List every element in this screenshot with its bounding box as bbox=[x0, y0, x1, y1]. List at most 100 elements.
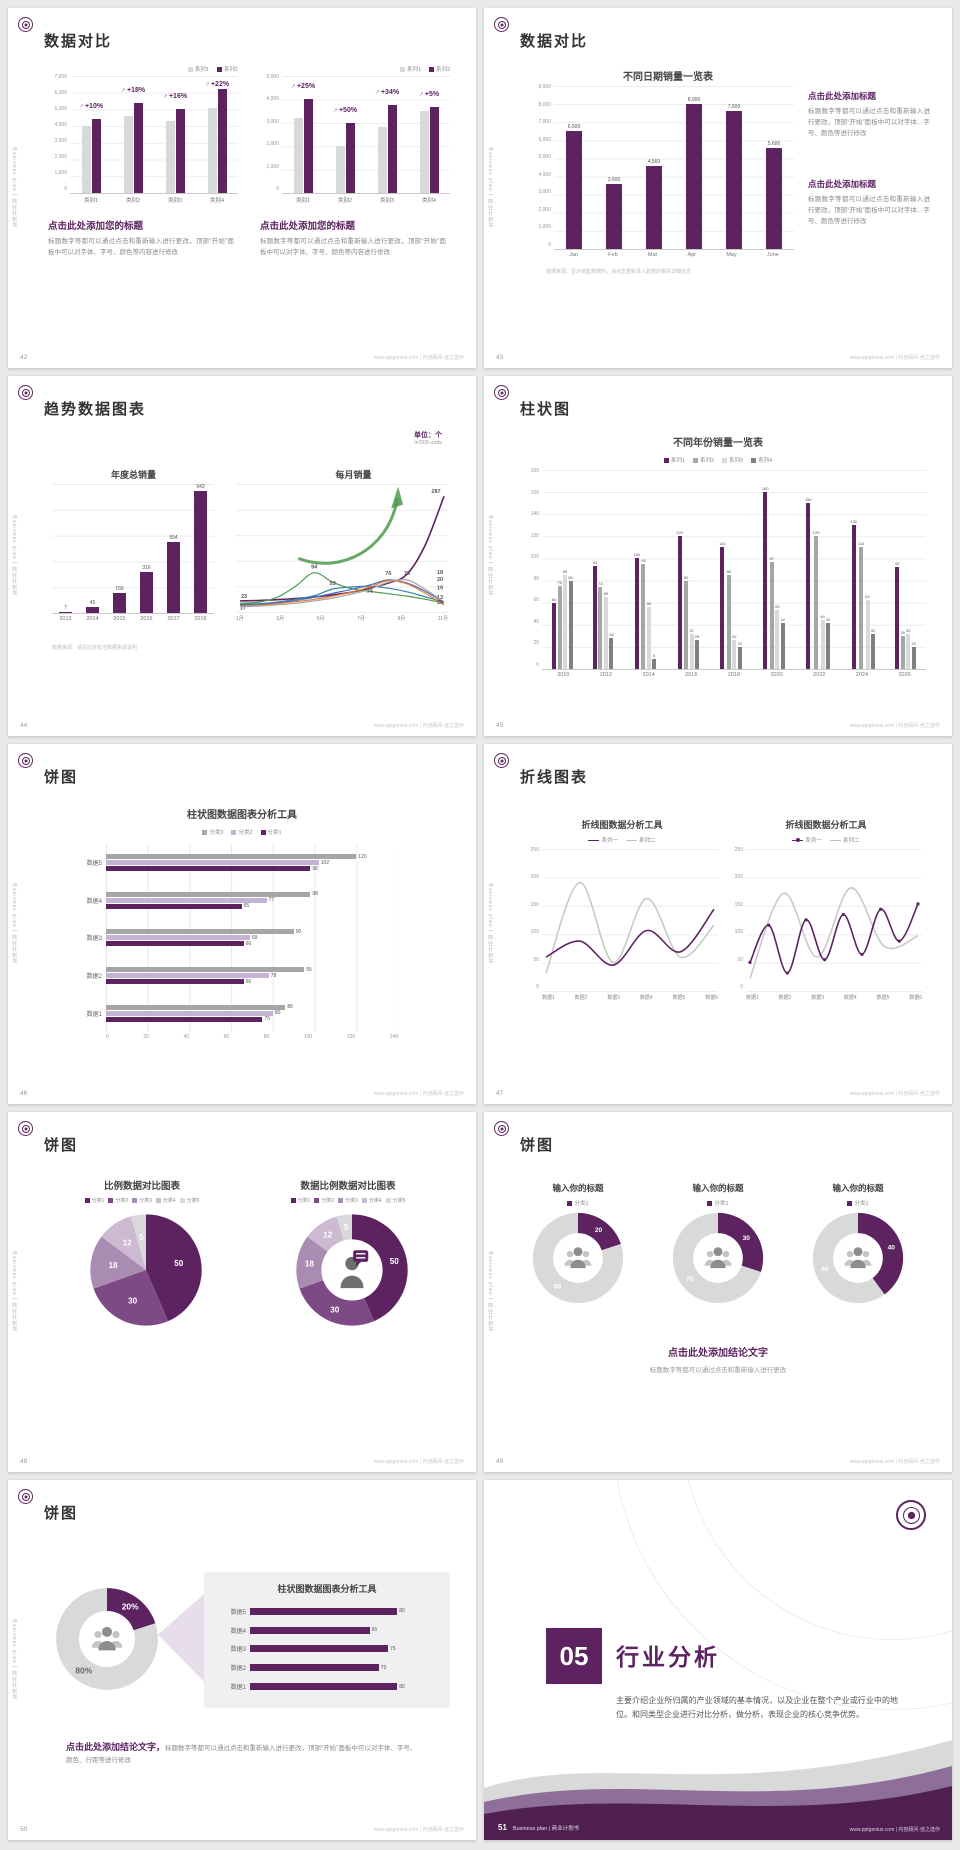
school-logo-icon bbox=[494, 17, 509, 32]
svg-text:18: 18 bbox=[305, 1259, 315, 1268]
svg-text:50: 50 bbox=[390, 1257, 400, 1266]
chart-title: 折线图数据分析工具 bbox=[785, 820, 867, 830]
svg-text:20: 20 bbox=[437, 600, 443, 606]
school-logo-icon bbox=[494, 1121, 509, 1136]
unit-label: 单位：个 bbox=[414, 432, 442, 439]
donut-chart-with-person-icon: 50 30 18 12 5 bbox=[294, 1212, 410, 1328]
sales-bar-chart: 9,000 8,000 7,000 6,000 5,000 4,000 3,000 2,000… bbox=[532, 84, 794, 258]
svg-text:20%: 20% bbox=[122, 1602, 139, 1612]
watermark: www.pptgenius.com | 内容顾问·佳之选作 bbox=[849, 355, 940, 361]
slide-title: 饼图 bbox=[44, 769, 79, 786]
conclusion-body: 标题数字等都可以通过点击和重新输入进行更改，顶部“开始”面板中可以对字体、字号、… bbox=[66, 1745, 417, 1765]
svg-text:50: 50 bbox=[174, 1259, 184, 1268]
chart-legend: 分类3 分类2 分类1 bbox=[102, 828, 382, 836]
chart-legend: 系列1 系列2 bbox=[260, 65, 450, 73]
school-logo-icon bbox=[896, 1500, 926, 1530]
page-number: 44 bbox=[20, 722, 28, 729]
watermark: www.pptgenius.com | 内容顾问·佳之选作 bbox=[373, 1091, 464, 1097]
annual-sales-bar-chart: 7 45 156 316 554 943 2013 2014 2015 2016 2017 2018 bbox=[52, 484, 214, 622]
conclusion-text: 点击此处添加结论文字，标题数字等都可以通过点击和重新输入进行更改，顶部“开始”面… bbox=[66, 1740, 422, 1766]
svg-text:5: 5 bbox=[344, 1223, 349, 1232]
svg-text:53: 53 bbox=[330, 581, 336, 587]
section-number: 05 bbox=[546, 1628, 602, 1684]
page-number: 50 bbox=[20, 1826, 28, 1833]
sidebar-vertical-text: Business plan | 商业计划书 bbox=[487, 515, 493, 597]
chart-legend: 系列1 系列2 bbox=[48, 65, 238, 73]
slide-title: 数据对比 bbox=[520, 33, 589, 50]
svg-text:17: 17 bbox=[240, 605, 246, 611]
watermark: www.pptgenius.com | 内容顾问·佳之选作 bbox=[849, 1459, 940, 1465]
page-number: 47 bbox=[496, 1090, 504, 1097]
slide-51-section-divider: 05 行业分析 主要介绍企业所归属的产业领域的基本情况，以及企业在整个产业或行业… bbox=[484, 1480, 952, 1840]
connector-triangle bbox=[158, 1594, 204, 1682]
data-source-note: 数据来源：请在此处标注数据来源说明 bbox=[52, 645, 138, 651]
slide-title: 饼图 bbox=[520, 1137, 555, 1154]
svg-text:18: 18 bbox=[108, 1261, 118, 1270]
svg-text:94: 94 bbox=[311, 565, 318, 571]
slide-46: Business plan | 商业计划书 饼图 柱状图数据图表分析工具 分类3… bbox=[8, 744, 476, 1104]
analysis-panel: 柱状图数据图表分析工具 数据5 80 数据4 65 数据3 75 数据2 70 数据1 80 bbox=[204, 1572, 450, 1708]
chart-title: 数据比例数据对比图表 bbox=[300, 1181, 396, 1192]
donut-chart-2: 30 70 bbox=[671, 1211, 765, 1305]
svg-text:20: 20 bbox=[595, 1227, 603, 1234]
sidebar-vertical-text: Business plan | 商业计划书 bbox=[487, 147, 493, 229]
chart-title: 不同年份销量一览表 bbox=[673, 438, 763, 449]
slide-title: 饼图 bbox=[44, 1137, 79, 1154]
chart-legend: 系列一 系列二 bbox=[526, 836, 718, 844]
block-heading: 点击此处添加标题 bbox=[808, 179, 877, 189]
svg-text:74: 74 bbox=[367, 589, 374, 595]
sidebar-vertical-text: Business plan | 商业计划书 bbox=[11, 883, 17, 965]
watermark: www.pptgenius.com | 内容顾问·佳之选作 bbox=[849, 1091, 940, 1097]
monthly-sales-line-chart: 23 287 17 94 18 53 20 76 19 74 13 76 20 1月 3月 5月 7月 9月 11月 bbox=[236, 484, 448, 622]
slide-48: Business plan | 商业计划书 饼图 比例数据对比图表 分类1 分类2… bbox=[8, 1112, 476, 1472]
svg-text:20: 20 bbox=[437, 577, 443, 583]
slide-footer: 51 Business plan | 商业计划书 bbox=[498, 1823, 579, 1832]
footer-text: Business plan | 商业计划书 bbox=[512, 1826, 580, 1832]
watermark: www.pptgenius.com | 内容顾问·佳之选作 bbox=[373, 355, 464, 361]
block-body: 标题数字等都可以通过点击和重新输入进行更改，顶部“开始”面板中可以对字体、字号、… bbox=[808, 108, 930, 138]
svg-text:40: 40 bbox=[888, 1245, 896, 1252]
school-logo-icon bbox=[18, 753, 33, 768]
svg-text:76: 76 bbox=[385, 571, 391, 577]
slide-title: 柱状图 bbox=[520, 401, 572, 418]
donut-chart-1: 20 80 bbox=[531, 1211, 625, 1305]
panel-hbar-chart: 数据5 80 数据4 65 数据3 75 数据2 70 数据1 80 bbox=[230, 1607, 405, 1692]
yearly-grouped-bar-chart: 180 160 140 120 100 80 60 40 20 0 60 75 85 80 93 74 65 28… bbox=[520, 468, 926, 678]
chart-legend: 分类1 bbox=[654, 1199, 782, 1207]
page-number: 49 bbox=[496, 1458, 504, 1465]
unit-sublabel: in'000 units bbox=[414, 440, 442, 446]
page-number: 48 bbox=[20, 1458, 28, 1465]
svg-text:287: 287 bbox=[431, 489, 440, 495]
block-body: 标题数字等都可以通过点击和重新输入进行更改，顶部“开始”面板中可以对字体、字号、… bbox=[808, 196, 930, 226]
grouped-bar-chart-right: 5,000 4,000 3,000 2,000 1,000 0 ↗+25% ↗+50% ↗+34… bbox=[260, 74, 450, 204]
slide-44: Business plan | 商业计划书 趋势数据图表 单位：个 in'000… bbox=[8, 376, 476, 736]
section-title: 行业分析 bbox=[616, 1644, 720, 1670]
sidebar-vertical-text: Business plan | 商业计划书 bbox=[11, 1619, 17, 1701]
chart-legend: 分类1 bbox=[794, 1199, 922, 1207]
chart-title: 输入你的标题 bbox=[692, 1183, 744, 1193]
watermark: www.pptgenius.com | 内容顾问·佳之选作 bbox=[849, 1827, 940, 1833]
chart-legend: 系列一 系列二 bbox=[730, 836, 922, 844]
school-logo-icon bbox=[18, 17, 33, 32]
school-logo-icon bbox=[494, 385, 509, 400]
slide-title: 折线图表 bbox=[520, 769, 589, 786]
unit-label-box: 单位：个 in'000 units bbox=[414, 430, 442, 446]
page-number: 42 bbox=[20, 354, 28, 361]
svg-text:19: 19 bbox=[437, 585, 443, 591]
svg-text:12: 12 bbox=[123, 1238, 133, 1247]
line-chart-right: 250 200 150 100 50 0 数据1 数据2 数据3 数据4 数据5 数据6 bbox=[734, 847, 922, 1001]
donut-chart-3: 40 60 bbox=[811, 1211, 905, 1305]
svg-text:30: 30 bbox=[330, 1305, 340, 1314]
page-number: 45 bbox=[496, 722, 504, 729]
svg-text:76: 76 bbox=[404, 571, 410, 577]
line-chart-left: 250 200 150 100 50 0 数据1 数据2 数据3 数据4 数据5 数据6 bbox=[530, 847, 718, 1001]
slide-47: Business plan | 商业计划书 折线图表 折线图数据分析工具 系列一… bbox=[484, 744, 952, 1104]
page-number: 43 bbox=[496, 354, 504, 361]
svg-text:70: 70 bbox=[686, 1276, 694, 1283]
chart-title: 输入你的标题 bbox=[552, 1183, 604, 1193]
slide-50: Business plan | 商业计划书 饼图 20% 80% 柱状图数据图表分… bbox=[8, 1480, 476, 1840]
donut-chart-with-people-icon: 20% 80% bbox=[54, 1586, 160, 1692]
chart-legend: 分类1 分类2 分类3 分类4 分类5 bbox=[252, 1197, 444, 1204]
school-logo-icon bbox=[494, 753, 509, 768]
